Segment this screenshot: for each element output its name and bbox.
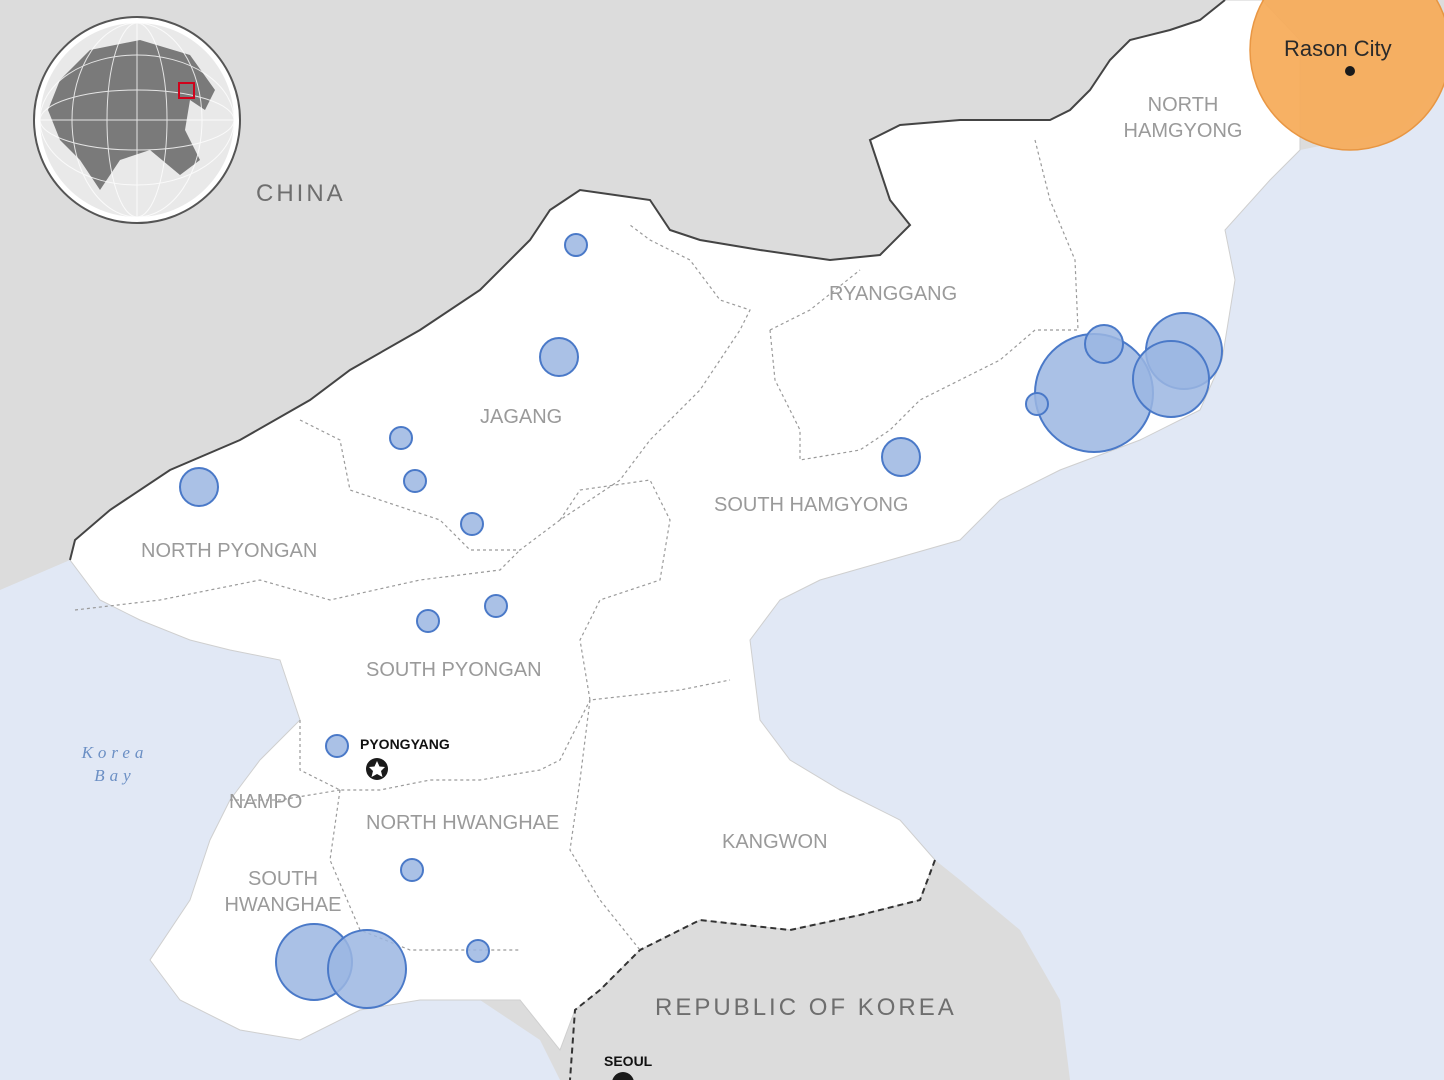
label-north-hamgyong: NORTH HAMGYONG <box>1123 94 1243 142</box>
label-korea-bay: Korea Bay <box>81 743 149 785</box>
marker-circle[interactable] <box>389 426 413 450</box>
sea <box>750 80 1444 1080</box>
marker-circle[interactable] <box>1025 392 1049 416</box>
marker-circle[interactable] <box>325 734 349 758</box>
marker-circle[interactable] <box>539 337 579 377</box>
label-kangwon: KANGWON <box>722 831 828 853</box>
label-south-korea: REPUBLIC OF KOREA <box>655 994 957 1021</box>
marker-circle[interactable] <box>327 929 407 1009</box>
marker-circle[interactable] <box>1084 324 1124 364</box>
marker-circle[interactable] <box>484 594 508 618</box>
dmz-border <box>569 859 936 1080</box>
globe-inset <box>33 16 241 224</box>
rason-city-dot <box>1345 66 1355 76</box>
seoul-star-icon <box>612 1072 634 1080</box>
sea-west <box>0 560 560 1080</box>
marker-circle[interactable] <box>179 467 219 507</box>
marker-circle[interactable] <box>881 437 921 477</box>
label-south-hamgyong: SOUTH HAMGYONG <box>714 494 909 516</box>
marker-circle[interactable] <box>1132 340 1210 418</box>
label-pyongyang: PYONGYANG <box>360 736 450 752</box>
label-south-hwanghae: SOUTH HWANGHAE <box>224 868 342 916</box>
marker-circle[interactable] <box>564 233 588 257</box>
marker-circle[interactable] <box>403 469 427 493</box>
label-nampo: NAMPO <box>229 791 303 813</box>
label-north-hwanghae: NORTH HWANGHAE <box>366 812 560 834</box>
label-rason-city: Rason City <box>1284 36 1392 61</box>
label-jagang: JAGANG <box>480 406 563 428</box>
china-border <box>69 0 1226 561</box>
label-ryanggang: RYANGGANG <box>829 283 958 305</box>
marker-circle[interactable] <box>460 512 484 536</box>
label-seoul: SEOUL <box>604 1053 653 1069</box>
event-markers <box>179 233 1223 1009</box>
capital-star-icon <box>366 758 388 780</box>
marker-circle[interactable] <box>466 939 490 963</box>
label-north-pyongan: NORTH PYONGAN <box>141 540 318 562</box>
province-boundaries <box>74 139 1079 951</box>
label-china: CHINA <box>256 180 346 207</box>
marker-circle[interactable] <box>416 609 440 633</box>
label-south-pyongan: SOUTH PYONGAN <box>366 659 542 681</box>
marker-circle[interactable] <box>400 858 424 882</box>
